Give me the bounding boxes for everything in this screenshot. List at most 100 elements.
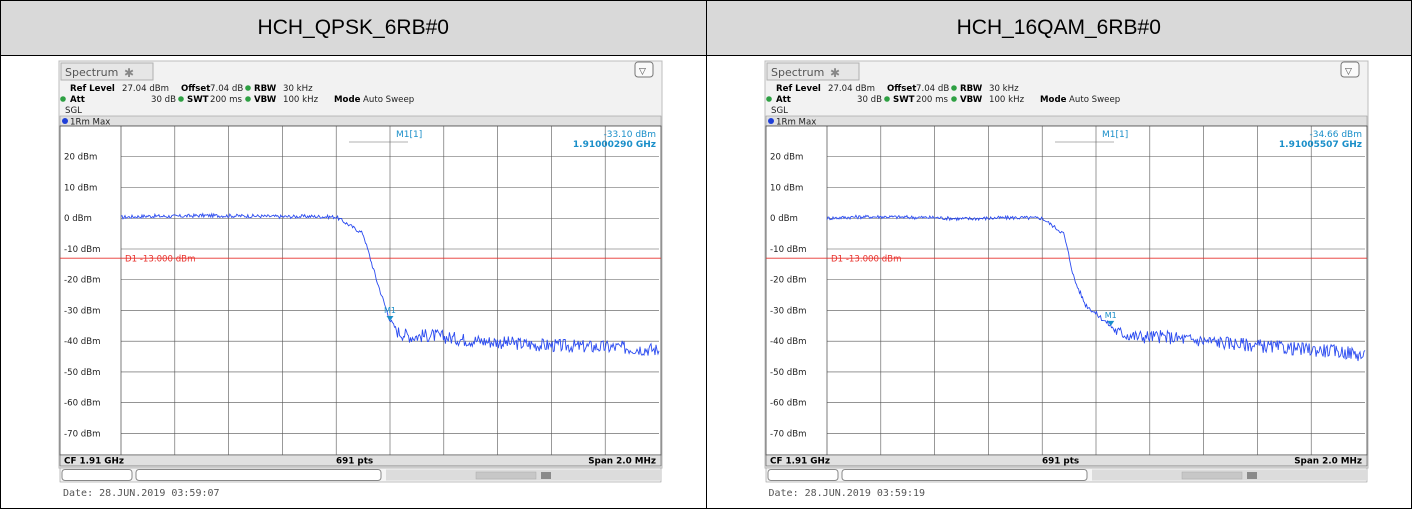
- offset-value: 7.04 dB: [916, 84, 949, 94]
- ref-level-label: Ref Level: [70, 84, 115, 94]
- y-tick-label: -60 dBm: [770, 399, 807, 409]
- y-tick-label: -70 dBm: [770, 429, 807, 439]
- status-bar: [765, 454, 1367, 467]
- span-value: Span 2.0 MHz: [1294, 457, 1362, 467]
- status-icon: [1246, 472, 1257, 479]
- threshold-label: D1 -13.000 dBm: [831, 255, 901, 265]
- att-label: Att: [70, 95, 85, 105]
- marker-triangle-icon: [386, 316, 394, 322]
- vbw-value: 100 kHz: [989, 95, 1025, 105]
- spectrum-screenshot-left: Spectrum ✱ ▽ Ref Level 27.04 dBm Offset 7.04 d…: [58, 60, 663, 483]
- plot-area: [59, 125, 662, 456]
- status-dot-icon: [60, 96, 66, 102]
- trace-label: 1Rm Max: [70, 118, 110, 128]
- points-count: 691 pts: [1042, 457, 1079, 467]
- toolbar-field-2: [135, 469, 382, 481]
- panel-header-right: HCH_16QAM_6RB#0: [705, 0, 1412, 56]
- center-frequency: CF 1.91 GHz: [64, 457, 124, 467]
- y-tick-label: 20 dBm: [64, 153, 97, 163]
- spectrum-tab: [766, 62, 859, 81]
- toolbar-field-1: [61, 469, 133, 481]
- trace-line: [120, 212, 660, 356]
- y-tick-label: 0 dBm: [770, 214, 798, 224]
- att-value: 30 dB: [151, 95, 176, 105]
- toolbar-field-2: [841, 469, 1087, 481]
- marker-level: -34.66 dBm: [1309, 130, 1362, 140]
- y-tick-label: 10 dBm: [64, 183, 97, 193]
- att-value: 30 dB: [857, 95, 882, 105]
- spectrum-screenshot-right: Spectrum ✱ ▽ Ref Level 27.04 dBm Offset 7.04 d…: [764, 60, 1368, 483]
- marker-level: -33.10 dBm: [603, 130, 656, 140]
- y-tick-label: -30 dBm: [64, 306, 101, 316]
- toolbar-field-1: [767, 469, 838, 481]
- offset-label: Offset: [887, 84, 916, 94]
- pin-icon: ✱: [830, 66, 840, 80]
- spectrum-tab-label: Spectrum: [65, 66, 118, 79]
- menu-icon: [1340, 61, 1359, 78]
- panel-cell-left: Spectrum ✱ ▽ Ref Level 27.04 dBm Offset 7.04 d…: [0, 55, 707, 509]
- mode-value: Auto Sweep: [363, 95, 414, 105]
- status-dot-icon: [950, 96, 957, 102]
- swt-label: SWT: [893, 95, 915, 105]
- y-tick-label: 0 dBm: [64, 214, 92, 224]
- status-dot-icon: [245, 85, 251, 91]
- pin-icon: ✱: [124, 66, 134, 80]
- y-tick-label: 20 dBm: [770, 153, 803, 163]
- threshold-label: D1 -13.000 dBm: [125, 255, 195, 265]
- trace-dot-icon: [62, 118, 68, 124]
- y-tick-label: -10 dBm: [64, 245, 101, 255]
- vbw-value: 100 kHz: [283, 95, 319, 105]
- spectrum-tab-label: Spectrum: [771, 66, 824, 79]
- menu-icon-glyph: ▽: [1345, 67, 1352, 77]
- swt-value: 200 ms: [916, 95, 949, 105]
- y-tick-label: -40 dBm: [64, 337, 101, 347]
- panel-header-left: HCH_QPSK_6RB#0: [0, 0, 707, 56]
- sgl-label: SGL: [771, 106, 788, 116]
- timestamp: Date: 28.JUN.2019 03:59:19: [768, 488, 926, 499]
- y-tick-label: -50 dBm: [770, 368, 807, 378]
- menu-icon-glyph: ▽: [639, 67, 646, 77]
- vbw-label: VBW: [960, 95, 983, 105]
- mode-value: Auto Sweep: [1069, 95, 1120, 105]
- status-bar: [59, 454, 662, 467]
- y-tick-label: 10 dBm: [770, 183, 803, 193]
- status-dot-icon: [883, 96, 890, 102]
- status-icon: [541, 472, 551, 479]
- trace-line: [826, 214, 1365, 362]
- timestamp: Date: 28.JUN.2019 03:59:07: [63, 488, 220, 499]
- marker-tag: M1: [1104, 311, 1116, 320]
- status-dot-icon: [765, 96, 772, 102]
- mode-label: Mode: [1040, 95, 1067, 105]
- y-tick-label: -40 dBm: [770, 337, 807, 347]
- swt-label: SWT: [187, 95, 209, 105]
- progress-bar: [1181, 471, 1242, 480]
- sgl-label: SGL: [65, 106, 82, 116]
- ref-level-value: 27.04 dBm: [828, 84, 875, 94]
- rbw-value: 30 kHz: [283, 84, 313, 94]
- marker-name: M1[1]: [1102, 130, 1128, 140]
- marker-triangle-icon: [1106, 320, 1114, 326]
- y-tick-label: -20 dBm: [64, 276, 101, 286]
- rbw-label: RBW: [960, 84, 983, 94]
- span-value: Span 2.0 MHz: [588, 457, 656, 467]
- swt-value: 200 ms: [210, 95, 243, 105]
- y-tick-label: -20 dBm: [770, 276, 807, 286]
- progress-bar: [475, 471, 537, 480]
- status-dot-icon: [950, 85, 957, 91]
- vbw-label: VBW: [254, 95, 277, 105]
- att-label: Att: [776, 95, 791, 105]
- center-frequency: CF 1.91 GHz: [770, 457, 830, 467]
- marker-name: M1[1]: [396, 130, 422, 140]
- ref-level-label: Ref Level: [776, 84, 821, 94]
- marker-tag: M1: [384, 306, 396, 315]
- menu-icon: [634, 61, 654, 78]
- trace-bar: [59, 115, 662, 127]
- trace-dot-icon: [767, 118, 774, 124]
- marker-frequency: 1.91005507 GHz: [1278, 140, 1361, 150]
- y-tick-label: -10 dBm: [770, 245, 807, 255]
- offset-value: 7.04 dB: [210, 84, 243, 94]
- offset-label: Offset: [181, 84, 210, 94]
- points-count: 691 pts: [336, 457, 373, 467]
- mode-label: Mode: [334, 95, 361, 105]
